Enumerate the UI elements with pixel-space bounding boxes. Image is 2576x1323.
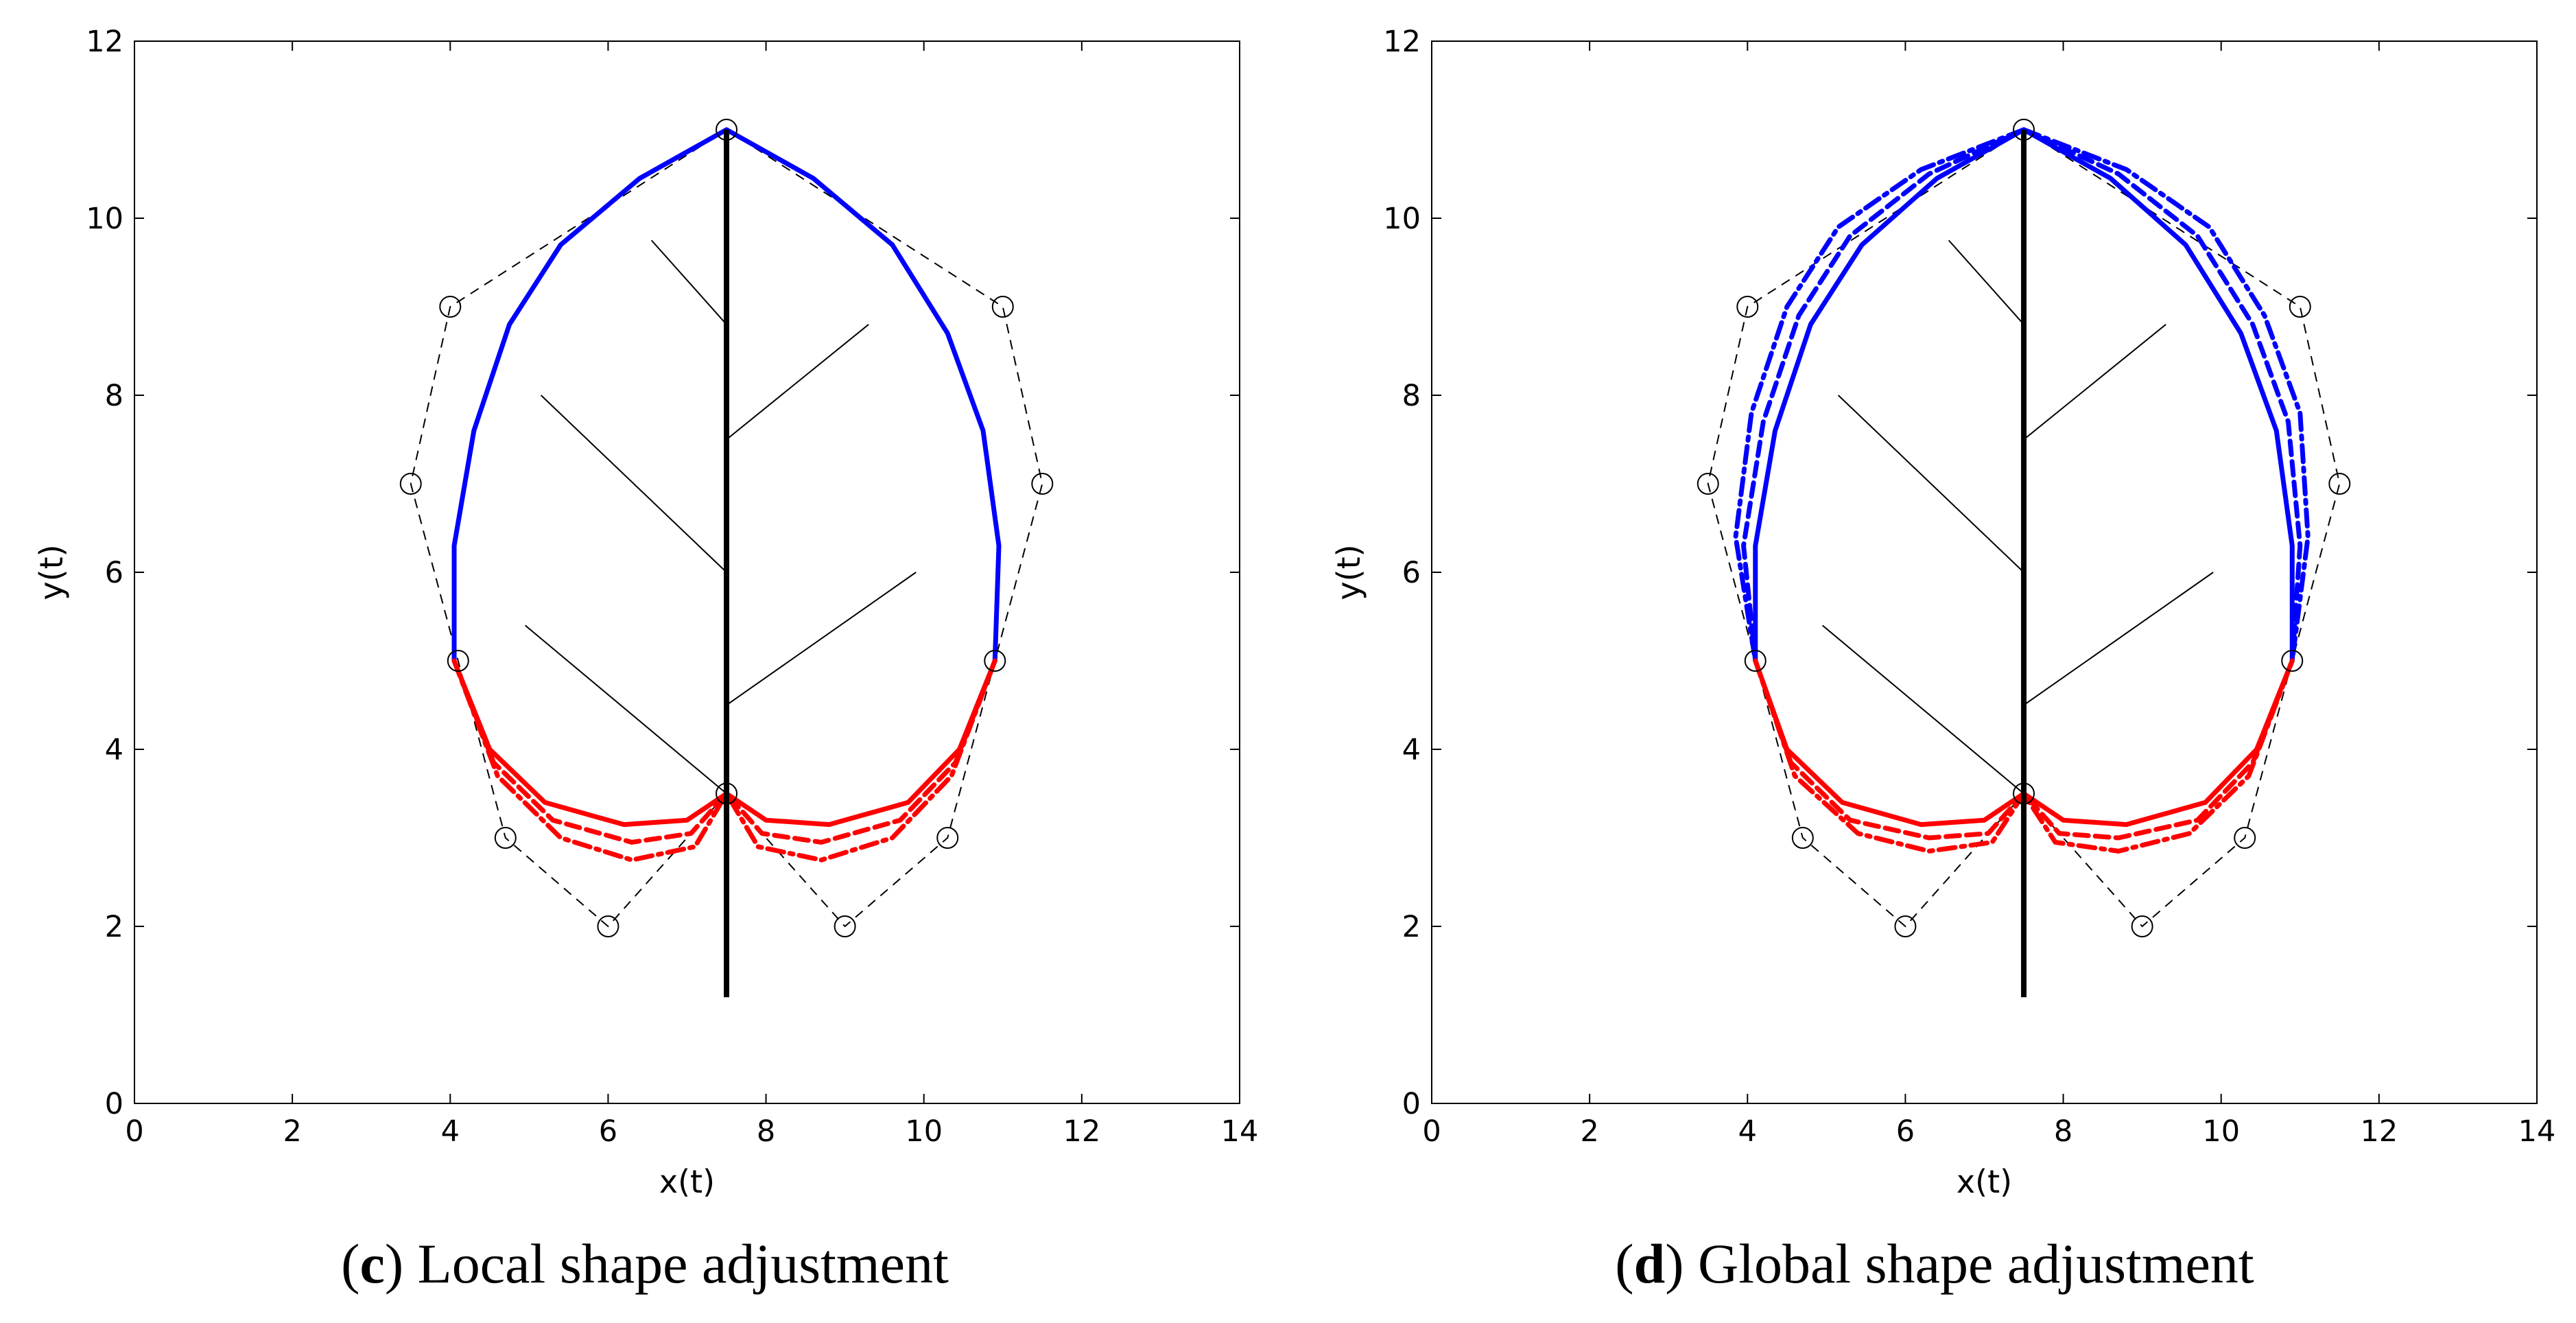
- panel-c-caption-letter: c: [359, 1232, 385, 1295]
- panel-d-control-point: [2013, 782, 2035, 805]
- panel-d-control-point: [2234, 827, 2256, 849]
- panel-c-x-tick-label: 12: [1063, 1114, 1100, 1149]
- panel-c-y-tick-label: 2: [105, 910, 123, 944]
- panel-c-chart: 0 2 4 6 8 10 12 14 0 2 4 6 8 10 12 x(t) y(t): [33, 25, 1258, 1200]
- panel-c-control-point: [447, 650, 469, 672]
- panel-d-x-tick-label: 6: [1896, 1114, 1915, 1149]
- panel-c-y-axis-label: y(t): [33, 544, 70, 600]
- panel-c-vein: [524, 624, 727, 795]
- panel-c-x-tick-label: 14: [1221, 1114, 1259, 1149]
- panel-d-control-point: [2013, 119, 2035, 141]
- panel-c-x-tick-label: 6: [599, 1114, 617, 1149]
- panel-c-x-tick-label: 8: [757, 1114, 775, 1149]
- panel-d-y-tick-label: 8: [1402, 379, 1421, 413]
- panel-d-caption-text: Global shape adjustment: [1698, 1232, 2254, 1295]
- panel-d-control-point: [1744, 650, 1766, 672]
- panel-d-control-point: [1894, 915, 1917, 937]
- panel-d-y-tick-label: 0: [1402, 1087, 1421, 1121]
- panel-c-control-point: [597, 915, 619, 937]
- panel-c-y-tick-label: 4: [105, 733, 123, 767]
- panel-d-control-point: [1697, 473, 1719, 495]
- panel-c-control-point: [716, 119, 738, 141]
- panel-d-vein: [1821, 624, 2024, 795]
- panel-c-y-tick-label: 0: [105, 1087, 123, 1121]
- panel-d-x-tick-label: 0: [1422, 1114, 1441, 1149]
- panel-d-y-tick-label: 4: [1402, 733, 1421, 767]
- panel-c-series-lower-outline-dashed: [451, 658, 997, 845]
- panel-c-x-tick-label: 0: [125, 1114, 143, 1149]
- panel-d-series-upper-outline-dashed: [2021, 127, 2303, 664]
- panel-c-x-axis-label: x(t): [659, 1163, 715, 1200]
- panel-d-vein: [1837, 395, 2024, 573]
- panel-d-x-tick-label: 2: [1580, 1114, 1598, 1149]
- panel-d-vein: [1948, 239, 2024, 325]
- panel-c-control-point: [439, 296, 462, 318]
- panel-c-x-tick-label: 4: [441, 1114, 460, 1149]
- panel-c-vein: [726, 324, 869, 441]
- panel-c-x-tick-label: 10: [905, 1114, 943, 1149]
- panel-d-y-tick-label: 6: [1402, 556, 1421, 590]
- panel-d-y-tick-label: 10: [1383, 202, 1421, 236]
- panel-c-plot-frame: [134, 40, 1240, 1104]
- panel-c-vein: [650, 239, 727, 325]
- panel-c-y-tick-label: 6: [105, 556, 123, 590]
- panel-d-control-point: [1736, 296, 1759, 318]
- panel-d-control-point: [2328, 473, 2351, 495]
- panel-d-control-point: [2289, 296, 2311, 318]
- panel-c-control-point: [984, 650, 1006, 672]
- panel-c-series-upper-outline-solid: [451, 127, 729, 664]
- panel-c-control-point: [991, 296, 1014, 318]
- panel-d-y-tick-label: 12: [1383, 25, 1421, 59]
- panel-d-caption-letter: d: [1633, 1232, 1666, 1295]
- panel-c-x-tick-label: 2: [283, 1114, 301, 1149]
- panel-c-series-upper-outline-solid: [724, 127, 1002, 664]
- panel-c-control-point: [834, 915, 856, 937]
- panel-d-control-point: [2131, 915, 2153, 937]
- panel-c-vein: [726, 572, 917, 706]
- panel-c-control-point: [399, 473, 422, 495]
- panel-d-x-tick-label: 4: [1738, 1114, 1757, 1149]
- panel-d-vein: [2023, 572, 2214, 706]
- panel-c-control-point: [716, 782, 738, 805]
- panel-c-control-point: [936, 827, 959, 849]
- panel-d-series-upper-outline-dashdot: [1733, 127, 2026, 664]
- panel-c-caption-text: Local shape adjustment: [417, 1232, 949, 1295]
- panel-d-series-upper-outline-dashdot: [2021, 127, 2311, 664]
- panel-d-x-tick-label: 10: [2202, 1114, 2240, 1149]
- panel-d-x-tick-label: 8: [2054, 1114, 2072, 1149]
- panel-d-y-tick-label: 2: [1402, 910, 1421, 944]
- panel-d-control-point: [1791, 827, 1814, 849]
- panel-d-caption: (d) Global shape adjustment: [1615, 1232, 2254, 1295]
- panel-d-y-axis-label: y(t): [1330, 544, 1367, 600]
- panel-d-control-point: [2281, 650, 2304, 672]
- panel-c-control-point: [494, 827, 517, 849]
- panel-d-vein: [2023, 324, 2166, 441]
- panel-c-y-tick-label: 10: [86, 202, 123, 236]
- panel-d-series-upper-outline-solid: [2021, 127, 2295, 664]
- panel-d-x-tick-label: 12: [2360, 1114, 2398, 1149]
- panel-c-y-tick-label: 8: [105, 379, 123, 413]
- panel-d-x-tick-label: 14: [2518, 1114, 2556, 1149]
- panel-d-chart: 0 2 4 6 8 10 12 14 0 2 4 6 8 10 12 x(t) y(t): [1330, 25, 2555, 1200]
- panel-d-plot-frame: [1431, 40, 2538, 1104]
- panel-d-series-upper-outline-solid: [1753, 127, 2026, 664]
- panel-c-control-point: [1031, 473, 1054, 495]
- panel-d-x-axis-label: x(t): [1957, 1163, 2012, 1200]
- panel-c-y-tick-label: 12: [86, 25, 123, 59]
- panel-d-series-upper-outline-dashed: [1741, 127, 2026, 664]
- panel-c-caption: (c) Local shape adjustment: [341, 1232, 949, 1295]
- panel-c-vein: [540, 395, 727, 573]
